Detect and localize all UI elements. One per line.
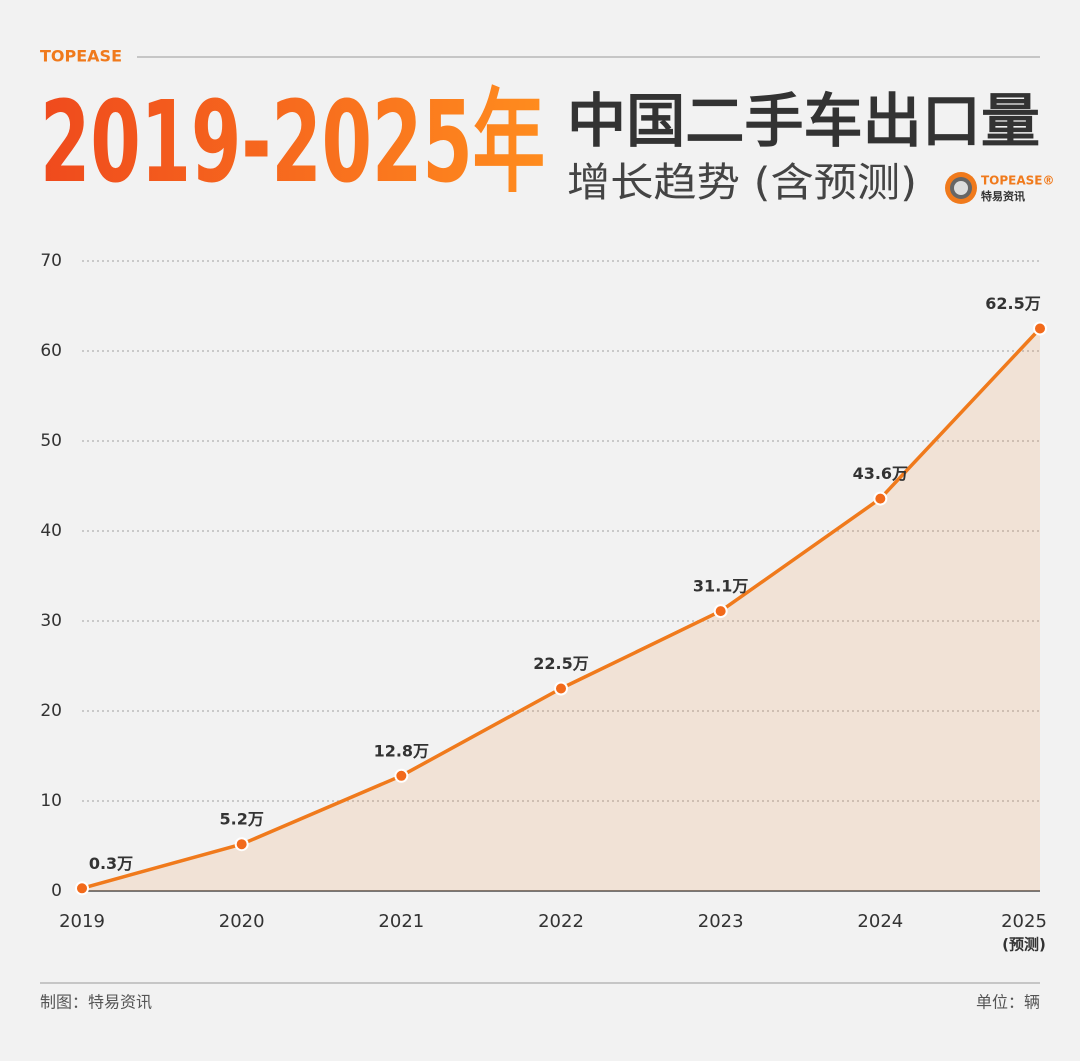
y-tick-label: 50 xyxy=(40,431,62,451)
x-tick-label: 2022 xyxy=(538,911,584,932)
value-label: 5.2万 xyxy=(219,810,263,829)
point xyxy=(394,768,409,783)
chart-title-right: 中国二手车出口量 xyxy=(567,87,1040,155)
y-tick-label: 20 xyxy=(40,701,62,721)
y-tick-label: 40 xyxy=(40,521,62,541)
y-tick-label: 70 xyxy=(40,251,62,271)
value-label: 62.5万 xyxy=(985,294,1040,313)
value-label: 43.6万 xyxy=(853,464,908,483)
plot: 0 10 20 30 40 50 60 70 2019 2020 2021 2022 2023 2024 2… xyxy=(40,251,1047,954)
x-tick-label: 2019 xyxy=(59,911,105,932)
value-label: 22.5万 xyxy=(533,654,588,673)
x-tick-label: 2023 xyxy=(698,911,744,932)
value-label: 12.8万 xyxy=(374,741,429,760)
value-label: 31.1万 xyxy=(693,577,748,596)
point xyxy=(75,881,89,896)
point xyxy=(1033,321,1047,336)
footer-source: 制图：特易资讯 xyxy=(40,993,152,1012)
y-tick-label: 60 xyxy=(40,341,62,361)
logo-subname: 特易资讯 xyxy=(981,189,1025,203)
footer-unit: 单位：辆 xyxy=(976,993,1040,1012)
point xyxy=(554,681,568,696)
point xyxy=(873,491,888,506)
chart-subtitle: 增长趋势 (含预测) xyxy=(567,160,917,206)
x-tick-label: 2021 xyxy=(378,911,424,932)
x-tick-label: 2020 xyxy=(219,911,265,932)
logo-core xyxy=(954,181,968,195)
x-tick-note: (预测) xyxy=(1002,936,1046,954)
point xyxy=(234,837,249,852)
brand: TOPEASE xyxy=(40,47,122,66)
area xyxy=(82,328,1040,891)
point xyxy=(713,604,728,619)
y-tick-label: 0 xyxy=(51,881,62,901)
x-tick-label: 2024 xyxy=(857,911,903,932)
logo: TOPEASE® 特易资讯 xyxy=(945,172,1055,204)
value-label: 0.3万 xyxy=(89,854,133,873)
y-tick-label: 30 xyxy=(40,611,62,631)
y-tick-label: 10 xyxy=(40,791,62,811)
x-tick-label: 2025 xyxy=(1001,911,1047,932)
logo-name: TOPEASE® xyxy=(981,174,1055,188)
chart-title: 2019-2025年 xyxy=(40,78,545,208)
